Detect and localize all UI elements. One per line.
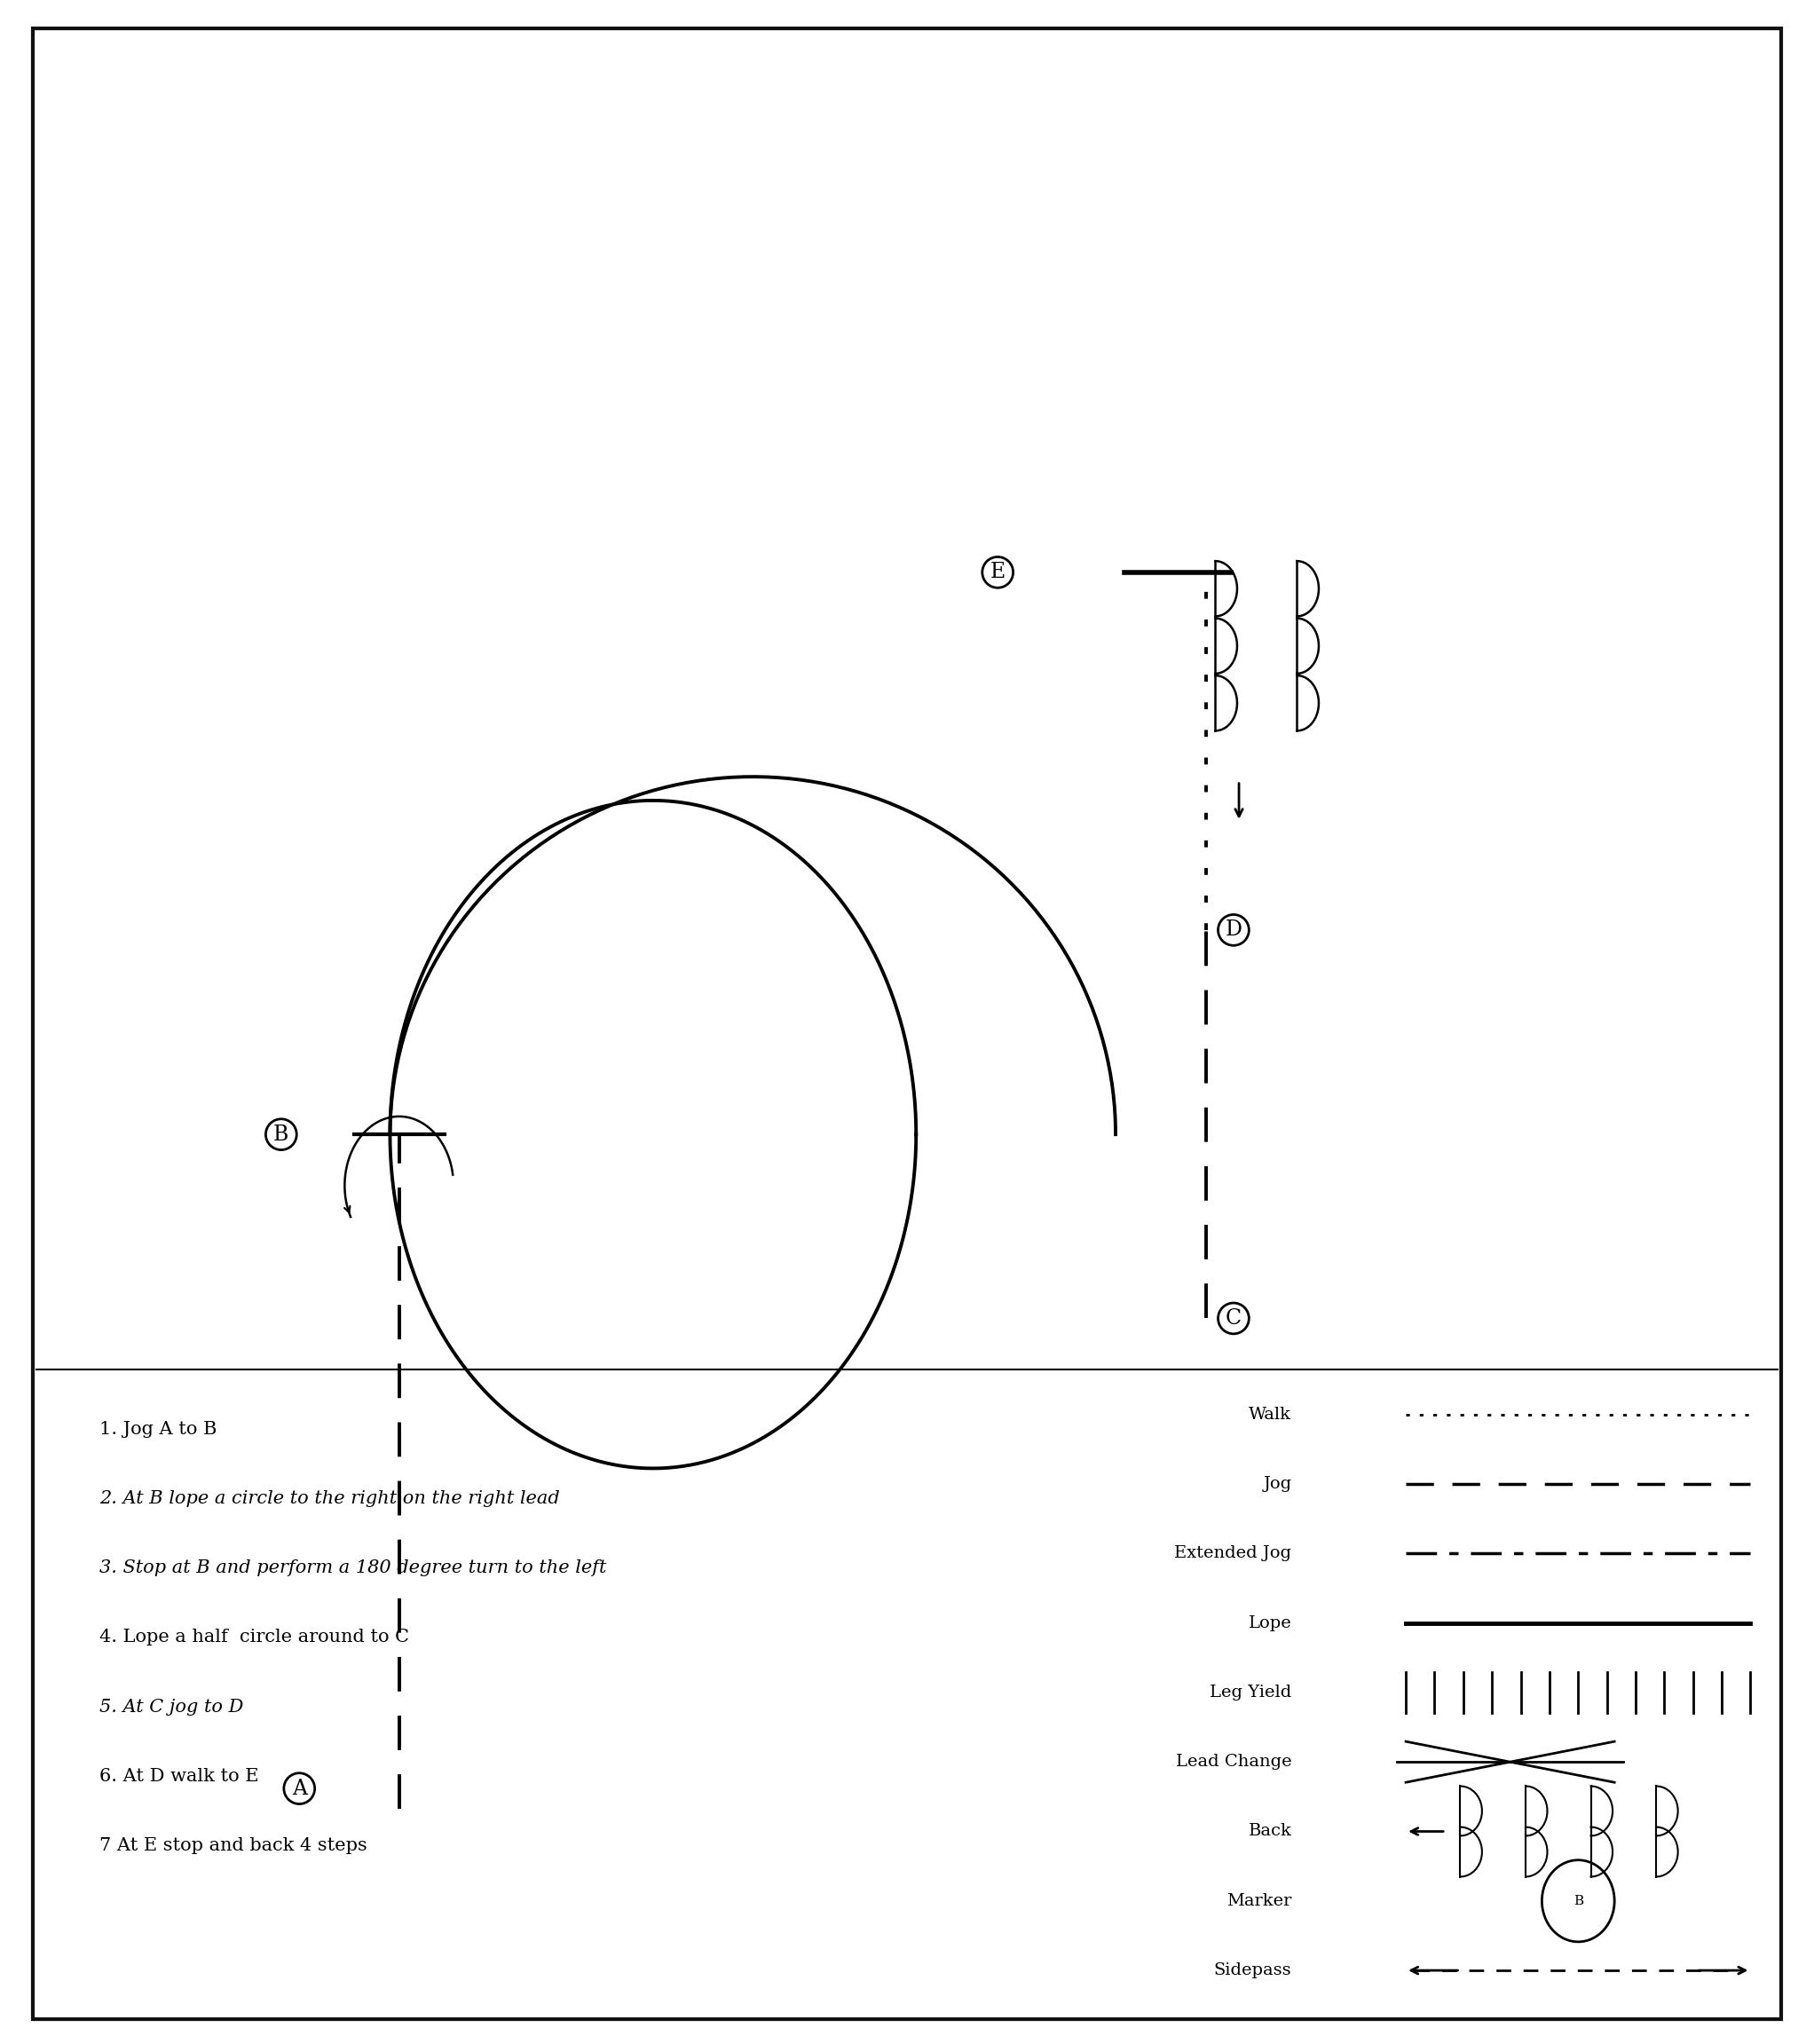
- Text: 3. Stop at B and perform a 180 degree turn to the left: 3. Stop at B and perform a 180 degree tu…: [100, 1560, 608, 1576]
- Text: 1. Jog A to B: 1. Jog A to B: [100, 1421, 218, 1437]
- Text: 4. Lope a half  circle around to C: 4. Lope a half circle around to C: [100, 1629, 410, 1645]
- Text: A: A: [292, 1778, 307, 1799]
- Text: Extended Jog: Extended Jog: [1174, 1545, 1292, 1562]
- Text: Lead Change: Lead Change: [1175, 1754, 1292, 1770]
- Text: Jog: Jog: [1263, 1476, 1292, 1492]
- Text: 2. At B lope a circle to the right on the right lead: 2. At B lope a circle to the right on th…: [100, 1490, 561, 1506]
- Text: Marker: Marker: [1226, 1893, 1292, 1909]
- Text: 6. At D walk to E: 6. At D walk to E: [100, 1768, 259, 1784]
- Text: 5. At C jog to D: 5. At C jog to D: [100, 1699, 243, 1715]
- Text: Sidepass: Sidepass: [1214, 1962, 1292, 1979]
- Text: B: B: [1573, 1895, 1584, 1907]
- Text: Back: Back: [1248, 1823, 1292, 1840]
- Text: C: C: [1226, 1308, 1241, 1329]
- Text: Lope: Lope: [1248, 1615, 1292, 1631]
- Text: D: D: [1224, 920, 1243, 940]
- Text: B: B: [274, 1124, 288, 1145]
- Text: Walk: Walk: [1250, 1406, 1292, 1423]
- Text: E: E: [990, 562, 1005, 583]
- Text: Leg Yield: Leg Yield: [1210, 1684, 1292, 1701]
- Text: 7 At E stop and back 4 steps: 7 At E stop and back 4 steps: [100, 1838, 368, 1854]
